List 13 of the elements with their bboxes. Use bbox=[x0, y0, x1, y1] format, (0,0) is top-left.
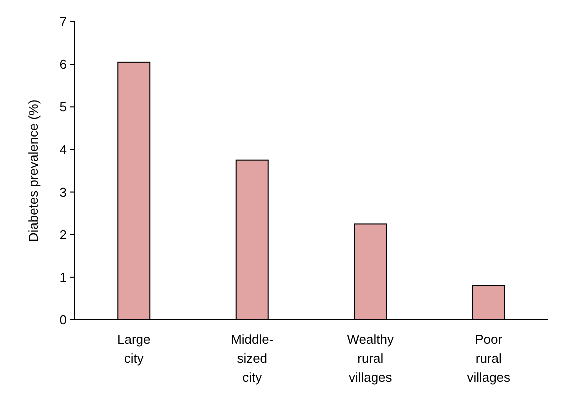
y-tick-label: 4 bbox=[60, 142, 67, 158]
y-tick-label: 2 bbox=[60, 227, 67, 242]
x-tick-label: Poor rural villages bbox=[467, 332, 512, 385]
x-tick-label: Wealthy rural villages bbox=[347, 332, 394, 385]
y-tick-label: 3 bbox=[60, 184, 67, 200]
y-tick-label: 5 bbox=[60, 100, 67, 115]
y-tick-label: 1 bbox=[60, 270, 67, 285]
y-tick-label: 6 bbox=[60, 57, 67, 72]
y-tick-label: 0 bbox=[60, 312, 67, 328]
y-tick-label: 7 bbox=[60, 14, 67, 30]
y-axis-title: Diabetes prevalence (%) bbox=[26, 100, 41, 242]
x-tick-label: Middle-sized city bbox=[231, 332, 274, 385]
x-tick-label: Large city bbox=[118, 332, 151, 366]
